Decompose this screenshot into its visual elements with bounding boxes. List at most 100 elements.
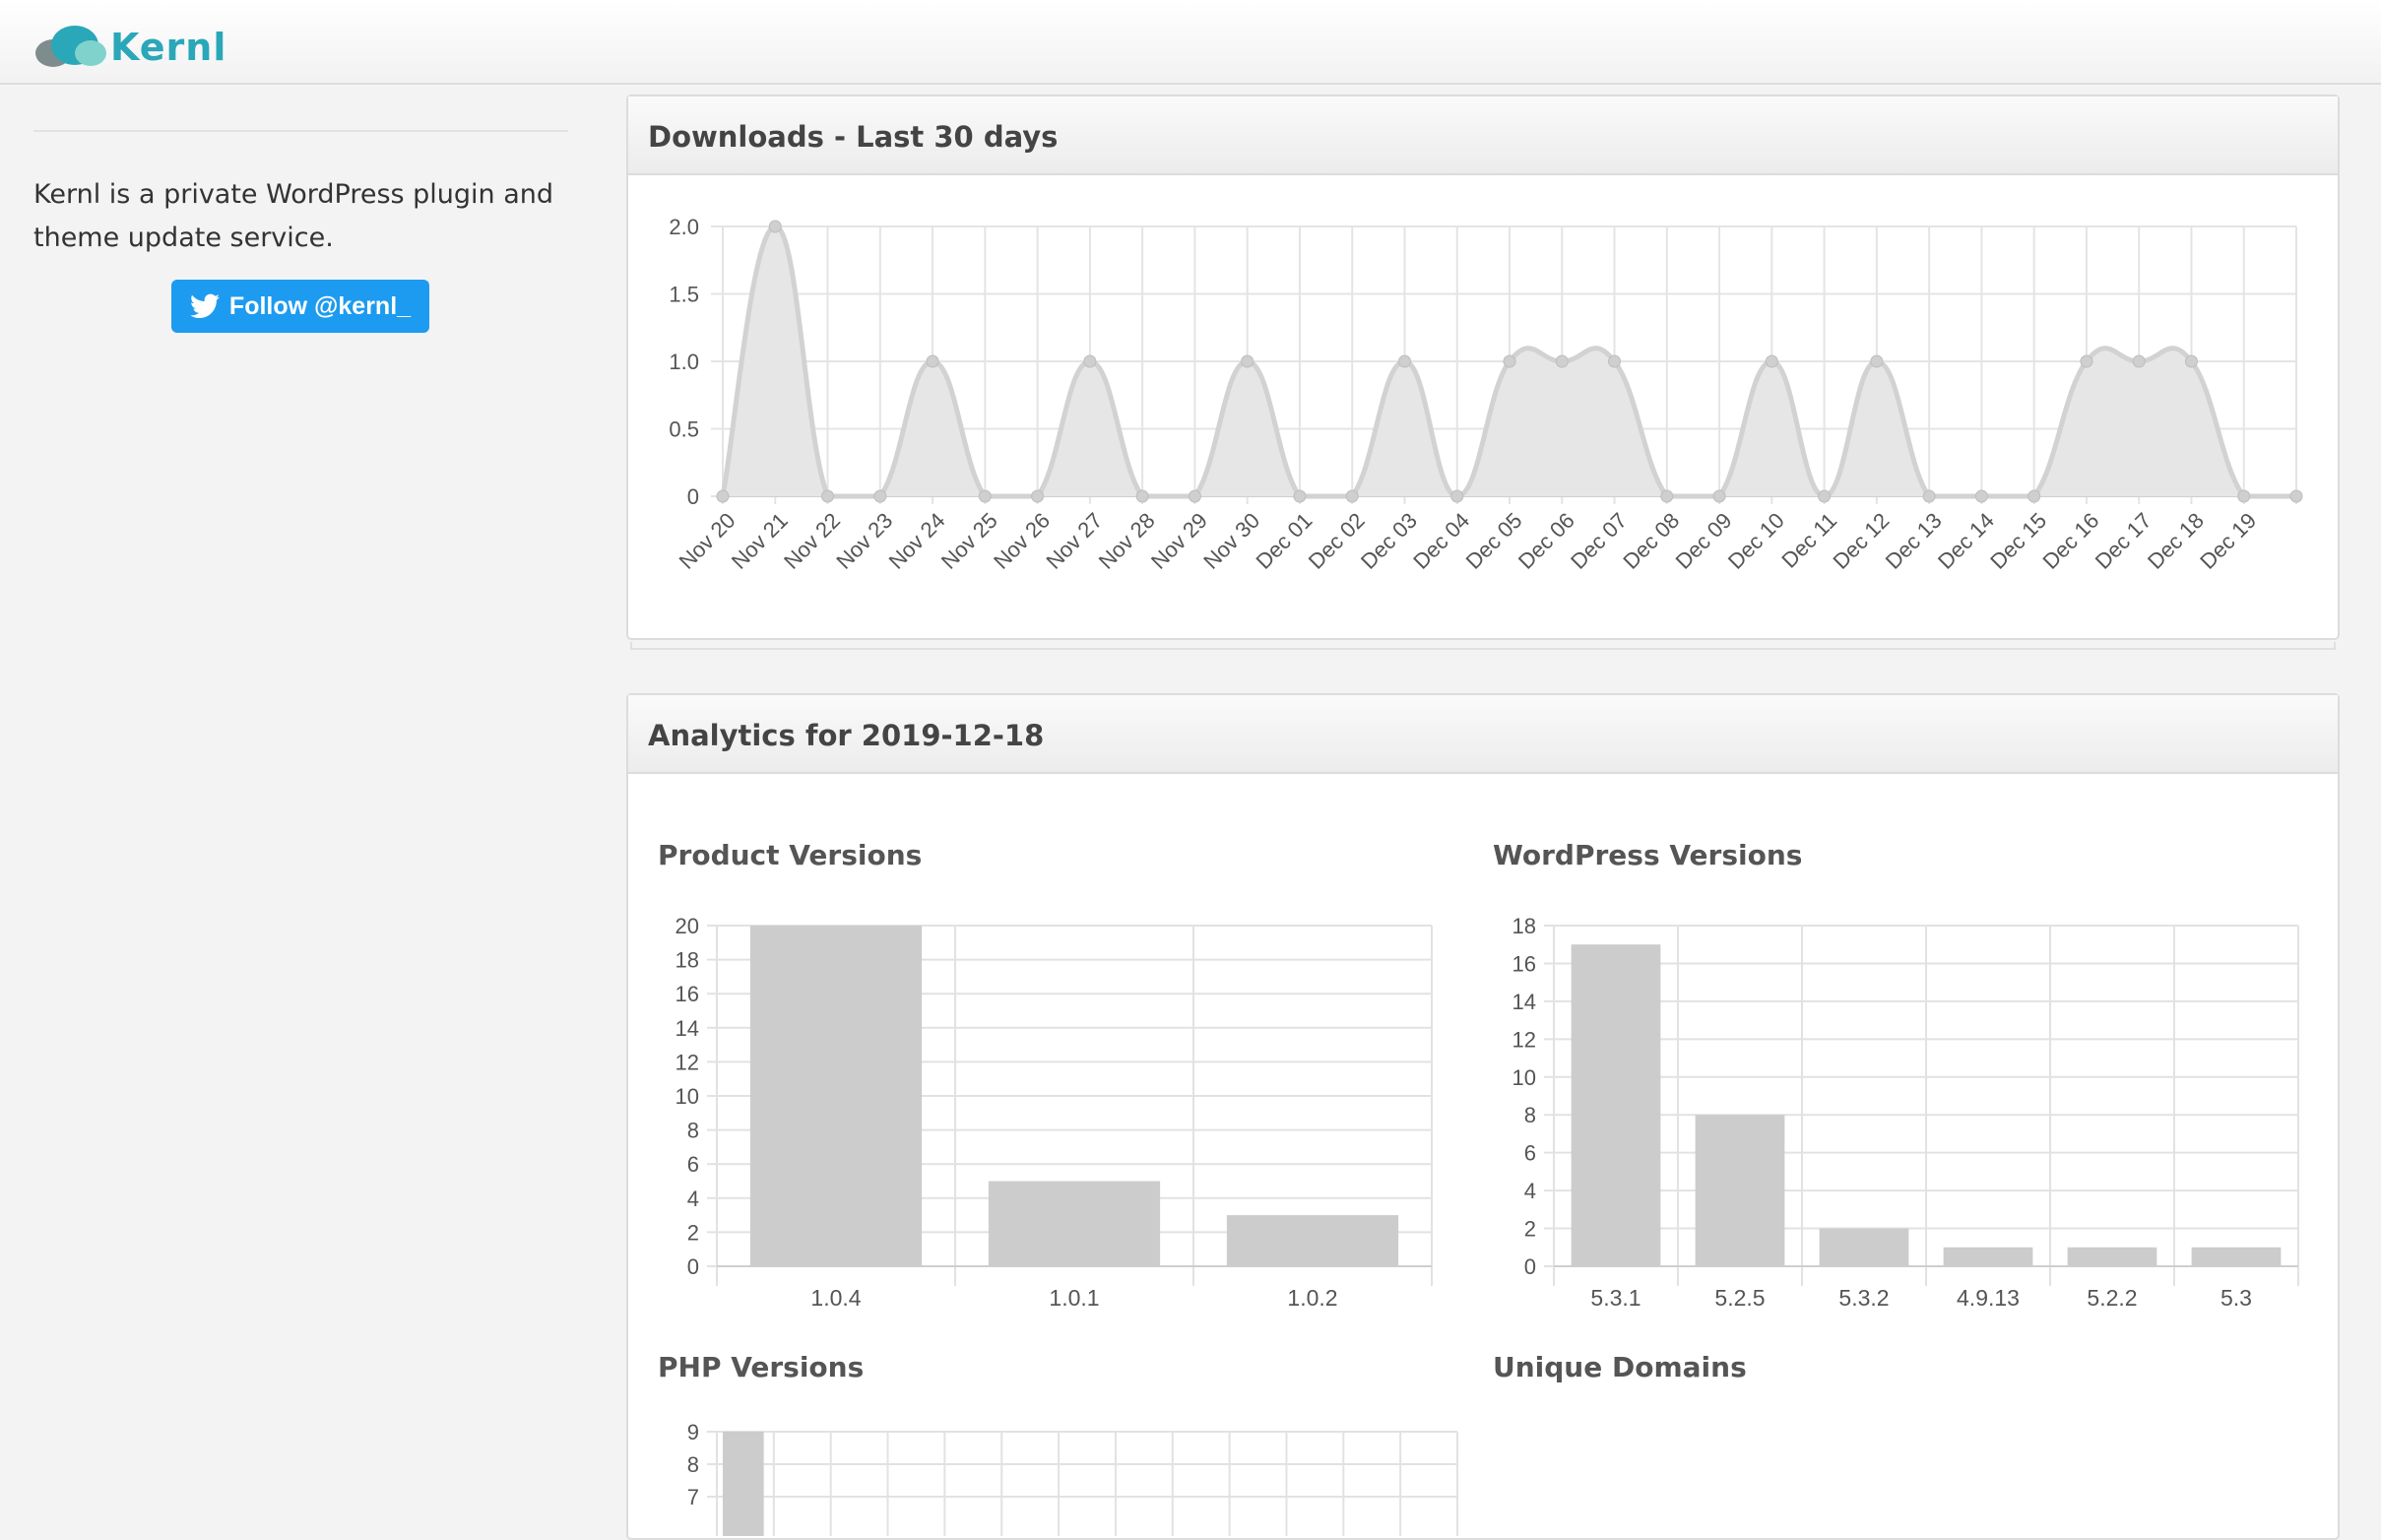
downloads-point [2289,489,2303,503]
x-tick-label: Nov 25 [936,508,1002,574]
downloads-point [2027,489,2041,503]
x-tick-label: Dec 04 [1408,508,1474,574]
x-tick-label: 5.2.5 [1714,1285,1765,1311]
x-tick-label: 5.3.2 [1838,1285,1889,1311]
downloads-point [926,354,939,368]
x-tick-label: 5.2.2 [2087,1285,2137,1311]
bar [1571,944,1661,1266]
y-tick-label: 2 [1524,1217,1536,1242]
downloads-point [1503,354,1516,368]
x-tick-label: Nov 21 [727,508,793,574]
downloads-point [821,489,835,503]
downloads-panel-title: Downloads - Last 30 days [628,96,2338,175]
x-tick-label: Dec 14 [1933,508,1999,574]
y-tick-label: 0.5 [669,417,699,442]
x-tick-label: Dec 08 [1618,508,1684,574]
x-tick-label: Nov 22 [779,508,845,574]
downloads-point [1345,489,1359,503]
twitter-icon [189,293,220,318]
y-tick-label: 12 [676,1050,699,1074]
downloads-point [1818,489,1832,503]
product-versions-chart: 0 2 4 6 8 10 12 14 16 18 20 1.0.4 1.0.1 1.0.2 [676,914,1433,1311]
about-text: Kernl is a private WordPress plugin and … [33,179,554,253]
x-tick-label: Nov 20 [675,508,740,574]
kernl-logo-icon [35,26,106,67]
bar [1695,1115,1785,1266]
bar [1943,1247,2033,1266]
y-tick-label: 8 [687,1452,699,1477]
bar [988,1181,1161,1266]
kernl-logo[interactable]: Kernl [33,24,240,73]
x-tick-label: 1.0.2 [1287,1285,1337,1311]
unique-domains-title: Unique Domains [1493,1351,1747,1383]
y-tick-label: 1.5 [669,283,699,307]
wordpress-versions-title: WordPress Versions [1493,839,1803,871]
y-tick-label: 2 [687,1220,699,1245]
bar [2191,1247,2282,1266]
x-tick-label: Dec 09 [1671,508,1737,574]
y-tick-label: 16 [1512,951,1536,976]
downloads-point [978,489,992,503]
php-versions-title: PHP Versions [658,1351,865,1383]
downloads-point [1974,489,1988,503]
sidebar: Kernl is a private WordPress plugin and … [33,85,568,333]
y-tick-label: 12 [1512,1027,1536,1052]
panel-stack-shadow [630,642,2336,650]
analytics-panel: Analytics for 2019-12-18 Product Version… [626,693,2340,1540]
x-tick-label: 5.3.1 [1590,1285,1641,1311]
y-tick-label: 6 [1524,1141,1536,1166]
downloads-point [1555,354,1569,368]
y-tick-label: 8 [1524,1103,1536,1127]
x-tick-label: Dec 11 [1776,508,1841,573]
bar [749,926,923,1266]
y-tick-label: 14 [1512,990,1536,1014]
x-tick-label: Nov 23 [831,508,897,574]
x-tick-label: Nov 30 [1198,508,1264,574]
downloads-point [1241,354,1255,368]
downloads-point [2237,489,2251,503]
y-tick-label: 0 [687,484,699,509]
bar [2067,1247,2157,1266]
downloads-point [2132,354,2146,368]
downloads-point [1922,489,1936,503]
x-tick-label: Nov 27 [1041,508,1107,574]
y-tick-label: 4 [1524,1179,1536,1203]
downloads-point [1293,489,1307,503]
x-tick-label: Nov 29 [1146,508,1212,574]
x-tick-label: Dec 12 [1828,508,1894,574]
product-versions-title: Product Versions [658,839,923,871]
bar [723,1432,764,1536]
x-tick-label: Dec 07 [1566,508,1632,574]
downloads-point [1870,354,1884,368]
downloads-panel: Downloads - Last 30 days 0 0.5 1.0 1.5 2.0 No… [626,95,2340,640]
downloads-point [1031,489,1045,503]
y-tick-label: 16 [676,982,699,1006]
x-tick-label: 1.0.1 [1049,1285,1099,1311]
x-tick-label: 1.0.4 [810,1285,861,1311]
downloads-point [1397,354,1411,368]
downloads-point [1765,354,1778,368]
x-tick-label: Dec 13 [1881,508,1947,574]
bar [1226,1215,1399,1266]
y-tick-label: 18 [676,948,699,973]
logo-text: Kernl [110,26,227,69]
y-tick-label: 8 [687,1119,699,1143]
downloads-point [768,220,782,233]
follow-label: Follow @kernl_ [228,291,412,320]
downloads-point [716,489,730,503]
y-tick-label: 18 [1512,914,1536,938]
downloads-point [1660,489,1674,503]
y-tick-label: 6 [687,1152,699,1177]
y-tick-label: 10 [1512,1065,1536,1090]
downloads-line [720,224,2296,499]
sidebar-divider [33,130,568,132]
x-tick-label: 5.3 [2220,1285,2252,1311]
downloads-point [2080,354,2093,368]
downloads-point [1135,489,1149,503]
x-tick-label: Dec 18 [2143,508,2209,574]
follow-twitter-button[interactable]: Follow @kernl_ [171,280,429,333]
x-tick-label: 4.9.13 [1957,1285,2020,1311]
x-tick-label: Dec 15 [1985,508,2051,574]
x-tick-label: Dec 01 [1251,508,1317,574]
